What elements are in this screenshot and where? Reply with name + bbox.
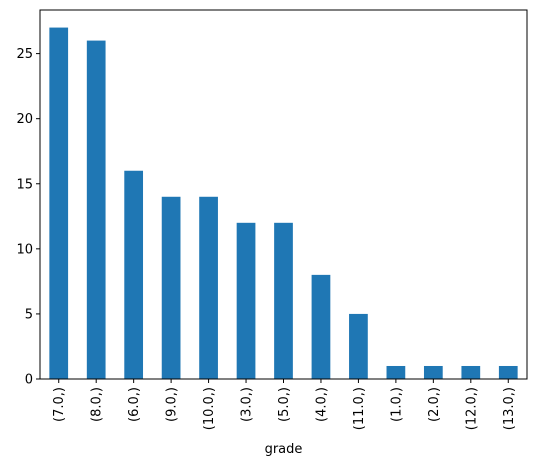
bar-0	[49, 27, 69, 379]
bar-2	[124, 170, 144, 379]
bar-9	[386, 365, 406, 379]
x-axis-label: grade	[265, 442, 303, 457]
bar-3	[161, 196, 181, 379]
bar-11	[461, 365, 481, 379]
y-tick-label-3: 15	[16, 177, 33, 192]
x-tick-label-9: (1.0,)	[389, 387, 404, 422]
bar-1	[86, 40, 106, 379]
bar-8	[349, 313, 368, 379]
y-tick-label-4: 20	[16, 112, 33, 127]
x-tick-label-4: (10.0,)	[202, 387, 217, 430]
bar-10	[423, 365, 443, 379]
x-tick-label-8: (11.0,)	[352, 387, 367, 430]
bar-5	[236, 222, 256, 379]
y-tick-label-0: 0	[25, 373, 33, 388]
x-tick-label-1: (8.0,)	[90, 387, 105, 422]
bar-6	[274, 222, 293, 379]
x-tick-label-6: (5.0,)	[277, 387, 292, 422]
bars-group	[49, 27, 518, 379]
bar-12	[498, 365, 518, 379]
bar-7	[311, 274, 331, 379]
x-axis: (7.0,) (8.0,) (6.0,) (9.0,) (10.0,) (3.0,) (5.…	[52, 379, 517, 430]
x-tick-label-0: (7.0,)	[52, 387, 67, 422]
x-tick-label-10: (2.0,)	[427, 387, 442, 422]
y-tick-label-1: 5	[25, 307, 33, 322]
bar-4	[199, 196, 218, 379]
x-tick-label-3: (9.0,)	[165, 387, 180, 422]
plot-frame	[39, 9, 528, 380]
y-axis: 0 5 10 15 20 25	[16, 47, 40, 388]
x-tick-label-7: (4.0,)	[314, 387, 329, 422]
x-tick-label-2: (6.0,)	[127, 387, 142, 422]
x-tick-label-5: (3.0,)	[240, 387, 255, 422]
x-tick-label-11: (12.0,)	[464, 387, 479, 430]
y-tick-label-2: 10	[16, 242, 33, 257]
x-tick-label-12: (13.0,)	[502, 387, 517, 430]
y-tick-label-5: 25	[16, 47, 33, 62]
